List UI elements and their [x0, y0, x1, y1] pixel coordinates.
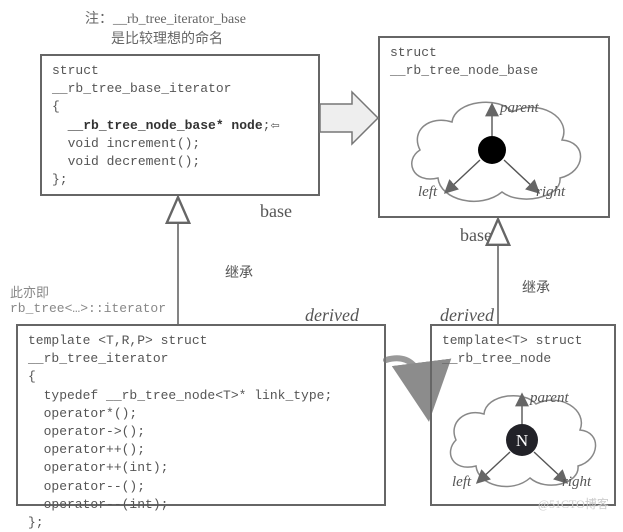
note-top: 注：__rb_tree_iterator_base 是比较理想的命名: [85, 8, 246, 48]
label-base-right: base: [460, 225, 492, 246]
label-derived-right: derived: [440, 305, 494, 326]
code-rb-tree-iterator: template <T,R,P> struct __rb_tree_iterat…: [28, 332, 374, 532]
label-derived-left: derived: [305, 305, 359, 326]
title-node-base: struct __rb_tree_node_base: [390, 44, 598, 80]
label-inherit-left: 继承: [225, 262, 253, 282]
big-arrow-icon: [320, 92, 378, 144]
box-node-base: struct __rb_tree_node_base: [378, 36, 610, 218]
title-rb-tree-node: template<T> struct __rb_tree_node: [442, 332, 604, 368]
note-side-line2: rb_tree<…>::iterator: [10, 301, 166, 316]
note-side: 此亦即 rb_tree<…>::iterator: [10, 282, 166, 316]
box-rb-tree-node: template<T> struct __rb_tree_node: [430, 324, 616, 506]
box-base-iterator: struct __rb_tree_base_iterator { __rb_tr…: [40, 54, 320, 196]
watermark: @51CTO博客: [538, 495, 609, 512]
note-top-line2: 是比较理想的命名: [85, 32, 223, 47]
note-top-line1: 注：__rb_tree_iterator_base: [85, 12, 246, 27]
curve-arrow: [386, 358, 426, 398]
box-rb-tree-iterator: template <T,R,P> struct __rb_tree_iterat…: [16, 324, 386, 506]
label-inherit-right: 继承: [522, 277, 550, 297]
label-base-left: base: [260, 201, 292, 222]
code-base-iterator: struct __rb_tree_base_iterator { __rb_tr…: [52, 62, 308, 190]
note-side-line1: 此亦即: [10, 285, 49, 300]
